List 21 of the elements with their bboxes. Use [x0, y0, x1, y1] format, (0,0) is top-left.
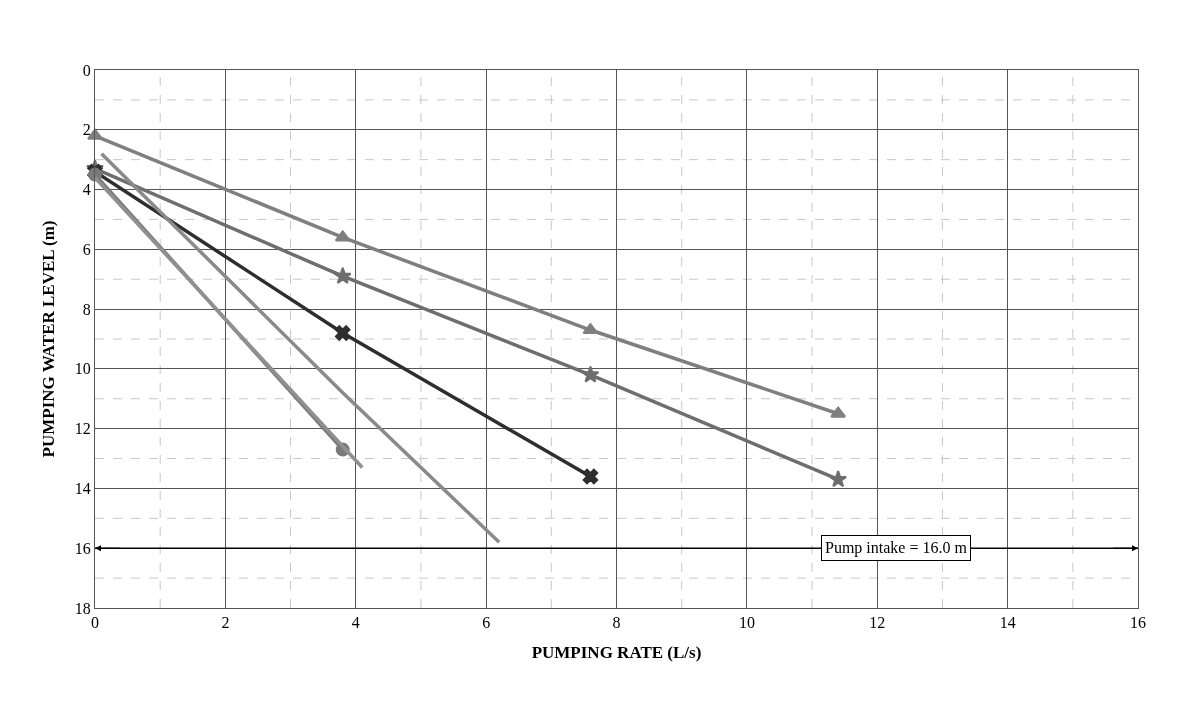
x-tick-label: 2 — [221, 614, 230, 632]
y-tick-label: 2 — [82, 121, 91, 139]
x-tick-label: 14 — [999, 614, 1016, 632]
x-tick-label: 12 — [869, 614, 886, 632]
y-axis-title: PUMPING WATER LEVEL (m) — [39, 220, 59, 458]
y-tick-label: 16 — [74, 539, 91, 557]
y-tick-label: 8 — [82, 300, 91, 318]
y-tick-label: 12 — [74, 420, 91, 438]
y-tick-label: 6 — [82, 240, 91, 258]
x-tick-label: 16 — [1130, 614, 1146, 632]
x-tick-label: 8 — [612, 614, 621, 632]
y-tick-label: 0 — [82, 61, 91, 79]
y-tick-label: 4 — [82, 181, 91, 199]
ref-line-label: Pump intake = 16.0 m — [825, 539, 968, 557]
x-tick-label: 6 — [482, 614, 491, 632]
x-tick-label: 10 — [738, 614, 755, 632]
x-tick-label: 4 — [351, 614, 360, 632]
y-tick-label: 10 — [74, 360, 91, 378]
y-tick-label: 18 — [74, 599, 91, 617]
y-tick-label: 14 — [74, 480, 91, 498]
x-axis-title: PUMPING RATE (L/s) — [531, 642, 702, 662]
